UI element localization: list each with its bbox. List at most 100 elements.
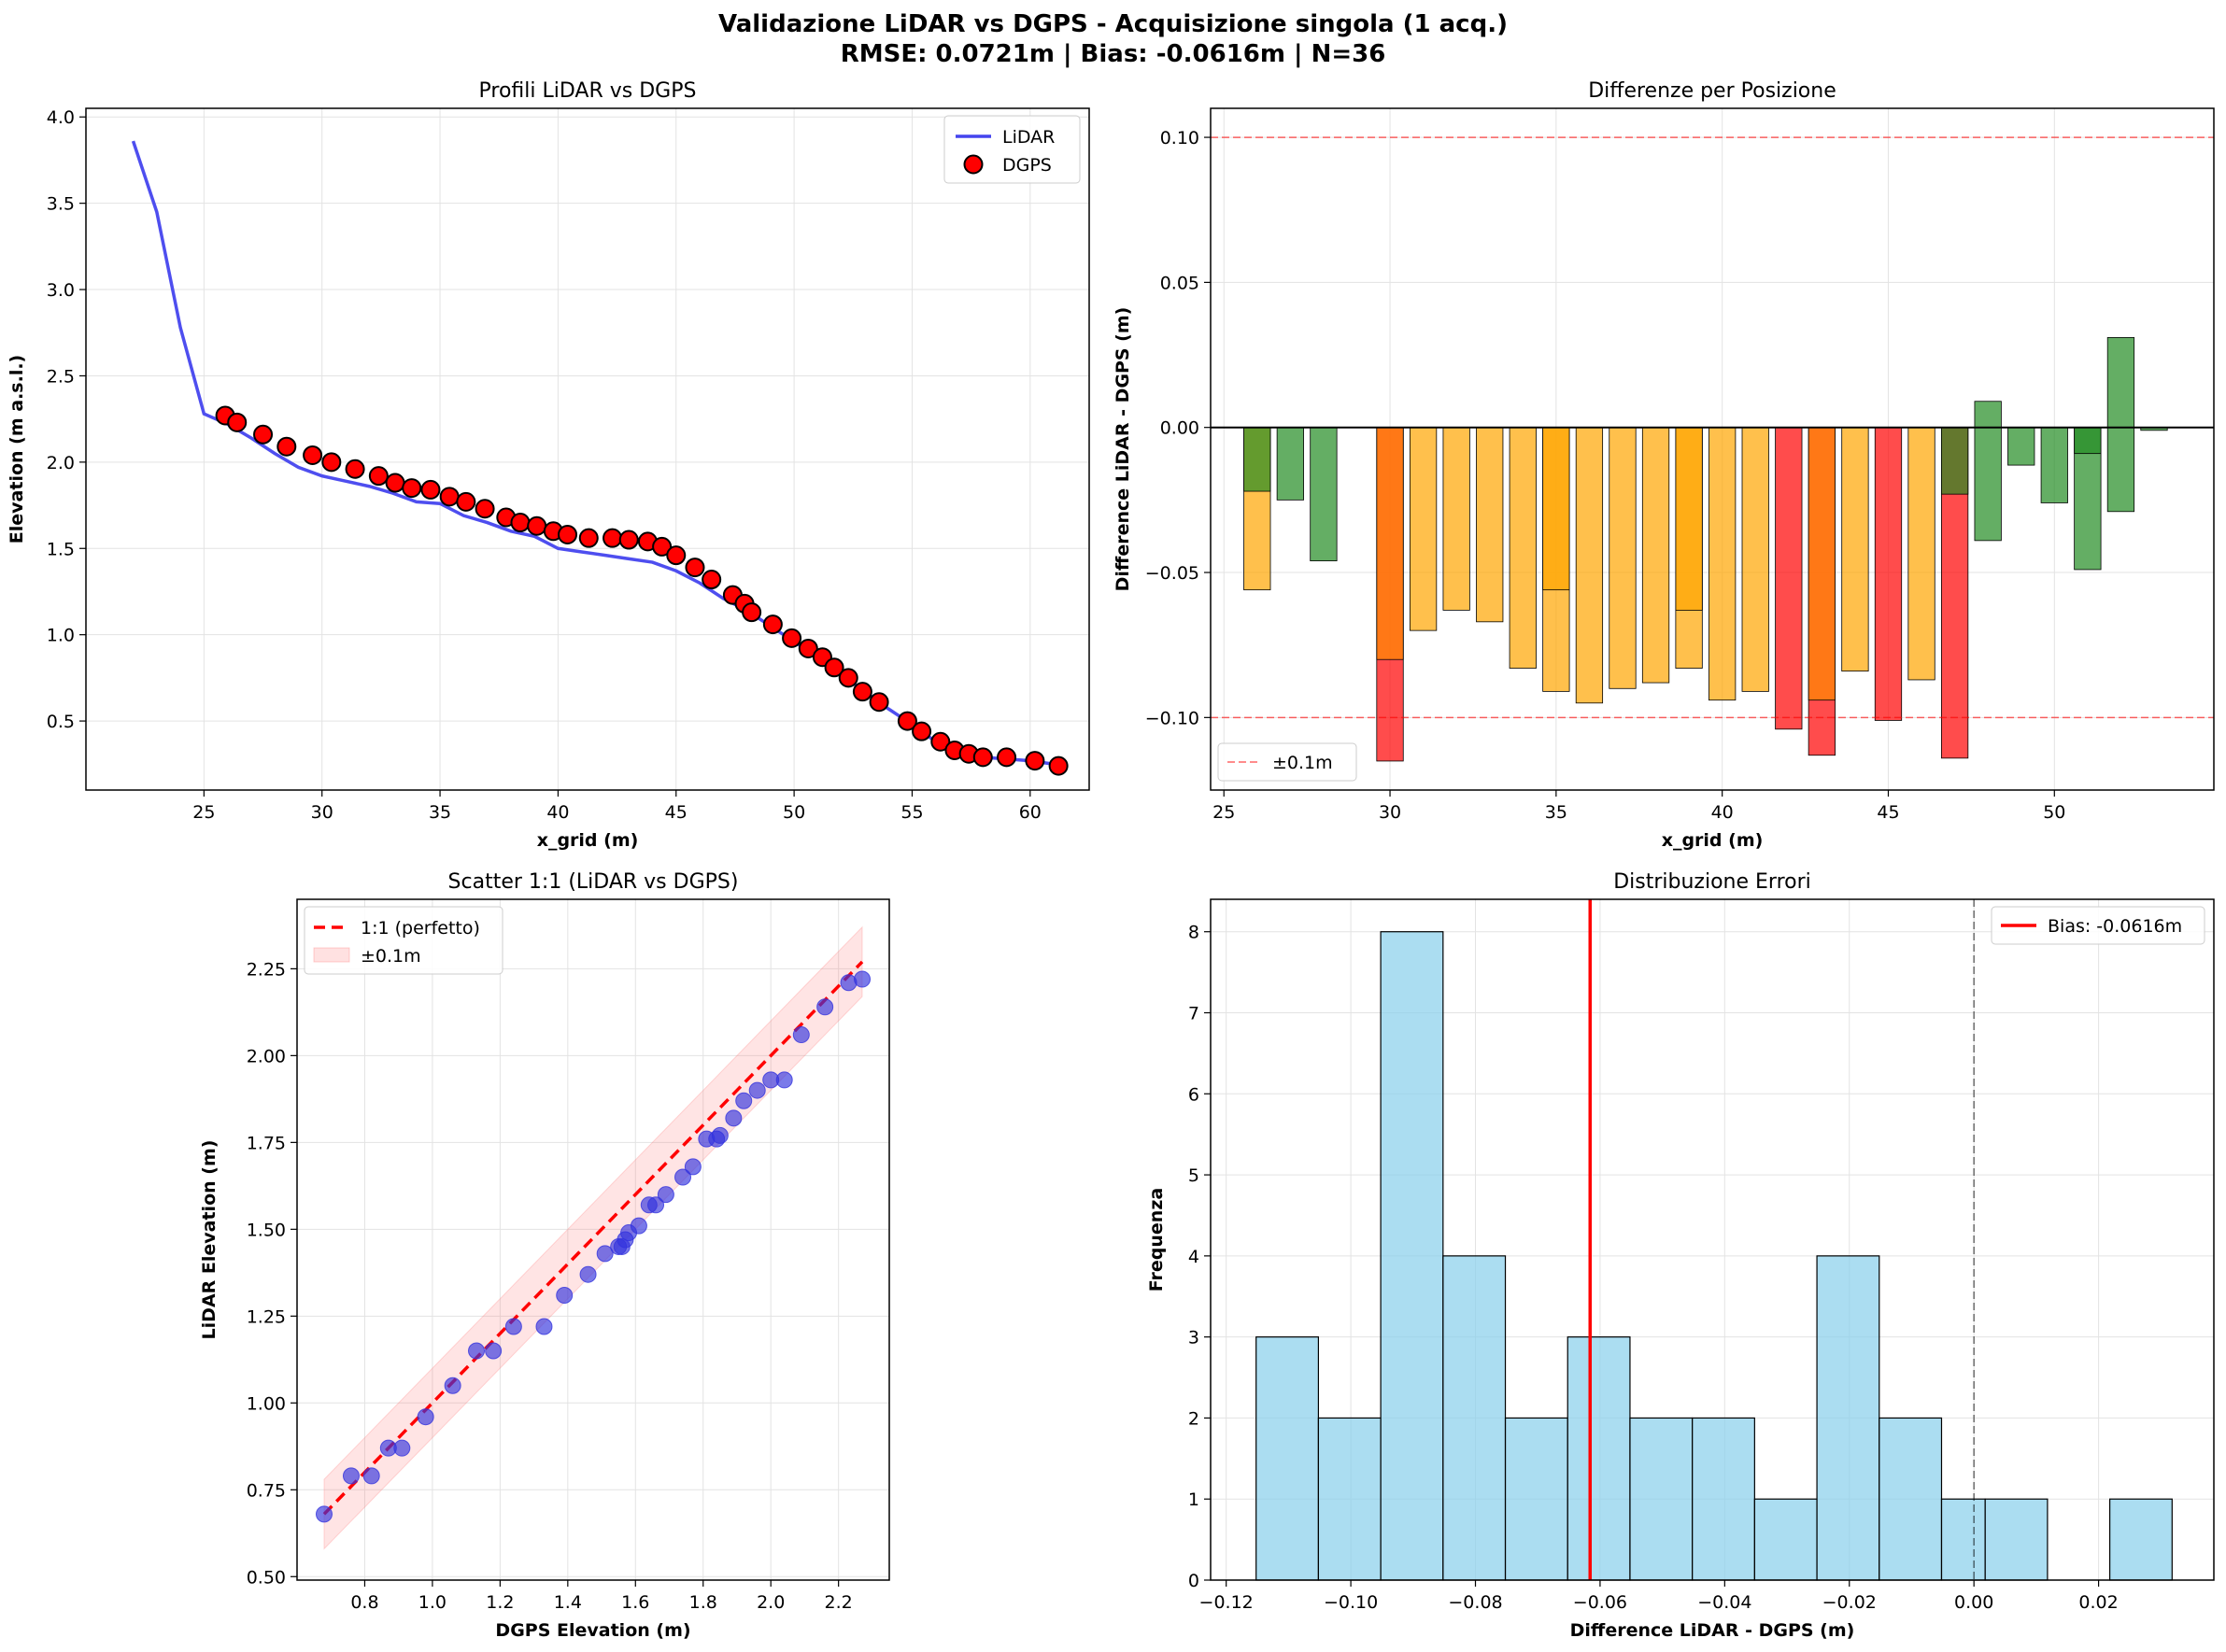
y-axis-label: Elevation (m a.s.l.) [7, 355, 27, 544]
difference-bar [1609, 427, 1637, 689]
y-tick-label: 8 [1188, 923, 1199, 943]
panel-histogram: −0.12 −0.10 −0.08 −0.06 −0.04 −0.02 0.00 0.02 0 1… [1146, 870, 2215, 1641]
histogram-bar [1317, 1417, 1382, 1581]
panel-title: Distribuzione Errori [1613, 870, 1811, 894]
difference-bar [2074, 427, 2102, 455]
x-tick-label: −0.02 [1822, 1592, 1877, 1613]
difference-bar [1575, 427, 1604, 704]
legend: Bias: -0.0616m [1991, 906, 2205, 945]
y-axis-label: LiDAR Elevation (m) [199, 1140, 220, 1340]
dgps-point [1048, 755, 1069, 776]
dgps-point [852, 682, 872, 702]
scatter-point [393, 1439, 411, 1457]
figure-title: Validazione LiDAR vs DGPS - Acquisizione… [0, 9, 2226, 69]
difference-bar [1476, 427, 1504, 623]
scatter-point [647, 1196, 665, 1214]
x-tick-label: 0.02 [2078, 1592, 2118, 1613]
dgps-point [869, 692, 889, 713]
x-tick-label: 2.2 [825, 1592, 853, 1613]
dgps-point [253, 424, 274, 445]
dgps-point [303, 445, 323, 465]
dgps-point [798, 638, 818, 658]
dgps-point [603, 528, 623, 548]
y-tick-label: 3.0 [47, 280, 75, 301]
legend-identity-label: 1:1 (perfetto) [361, 918, 480, 939]
figure-title-line1: Validazione LiDAR vs DGPS - Acquisizione… [718, 10, 1508, 38]
difference-bar [1442, 427, 1470, 611]
y-tick-label: 2.0 [47, 453, 75, 473]
legend-lidar-label: LiDAR [1002, 127, 1055, 148]
scatter-point [684, 1158, 702, 1176]
x-tick-label: −0.08 [1448, 1592, 1502, 1613]
y-tick-label: 0.50 [247, 1567, 286, 1588]
legend-bias-label: Bias: -0.0616m [2048, 916, 2182, 937]
dgps-point [652, 536, 673, 557]
legend-frame [1217, 742, 1357, 782]
x-tick-label: 40 [546, 802, 569, 823]
dgps-point [402, 478, 422, 499]
x-tick-label: 55 [900, 802, 923, 823]
x-axis-label: DGPS Elevation (m) [495, 1620, 690, 1641]
dgps-point [1025, 751, 1045, 771]
x-axis-label: Difference LiDAR - DGPS (m) [1570, 1620, 1855, 1641]
difference-bar [1675, 427, 1703, 611]
legend-band-swatch [313, 947, 350, 963]
panel-title: Scatter 1:1 (LiDAR vs DGPS) [448, 870, 739, 894]
difference-bar [1542, 427, 1570, 591]
y-tick-label: 2 [1188, 1408, 1199, 1429]
histogram-bar [1255, 1336, 1320, 1581]
panel-profiles: 25 30 35 40 45 50 55 60 0.5 1.0 1.5 2.0 2.5 3.0 3.5 4.0… [7, 79, 1090, 851]
histogram-bar [1816, 1255, 1880, 1581]
histogram-bar [1504, 1417, 1568, 1581]
dgps-point [702, 570, 722, 590]
x-tick-label: −0.04 [1697, 1592, 1751, 1613]
y-tick-label: 2.00 [247, 1046, 286, 1066]
x-tick-label: 1.6 [621, 1592, 649, 1613]
histogram-bar [1984, 1498, 2049, 1581]
x-tick-label: 45 [665, 802, 688, 823]
x-axis-label: x_grid (m) [1662, 830, 1764, 851]
legend-frame [304, 906, 503, 975]
axes-frame [1210, 107, 2215, 791]
axes-frame [85, 107, 1090, 791]
dgps-point [897, 711, 917, 731]
y-tick-label: 0.10 [1160, 128, 1199, 148]
scatter-point [725, 1109, 743, 1127]
scatter-point [315, 1505, 333, 1523]
dgps-point [321, 452, 342, 473]
panel-title: Profili LiDAR vs DGPS [479, 79, 697, 103]
x-axis-label: x_grid (m) [537, 830, 639, 851]
legend-frame [1991, 906, 2205, 945]
x-tick-label: 35 [1545, 802, 1567, 823]
y-tick-label: 1.0 [47, 626, 75, 646]
x-tick-label: −0.12 [1199, 1592, 1254, 1613]
x-tick-label: 30 [311, 802, 333, 823]
dgps-point [345, 459, 365, 479]
scatter-point [854, 970, 872, 988]
y-axis-label: Frequenza [1146, 1188, 1167, 1292]
y-tick-label: 4.0 [47, 107, 75, 128]
scatter-point [735, 1092, 753, 1109]
dgps-point [558, 524, 578, 544]
difference-bar [1276, 427, 1304, 501]
scatter-point [775, 1071, 793, 1089]
x-tick-label: 50 [2043, 802, 2065, 823]
dgps-point [824, 657, 844, 678]
dgps-point [782, 628, 802, 648]
plot-area [131, 140, 1069, 776]
legend: LiDAR DGPS [943, 115, 1081, 184]
difference-bar [1310, 427, 1338, 561]
y-tick-label: −0.10 [1145, 708, 1199, 728]
scatter-point [748, 1081, 766, 1099]
difference-bar [1741, 427, 1769, 692]
legend-dgps-label: DGPS [1002, 155, 1052, 176]
dgps-point [456, 491, 476, 512]
dgps-point [685, 558, 705, 578]
legend: ±0.1m [1217, 742, 1357, 782]
scatter-point [444, 1377, 461, 1394]
difference-bar [1907, 427, 1935, 681]
x-tick-label: 35 [429, 802, 451, 823]
y-tick-label: 0.00 [1160, 418, 1199, 439]
legend: 1:1 (perfetto) ±0.1m [304, 906, 503, 975]
